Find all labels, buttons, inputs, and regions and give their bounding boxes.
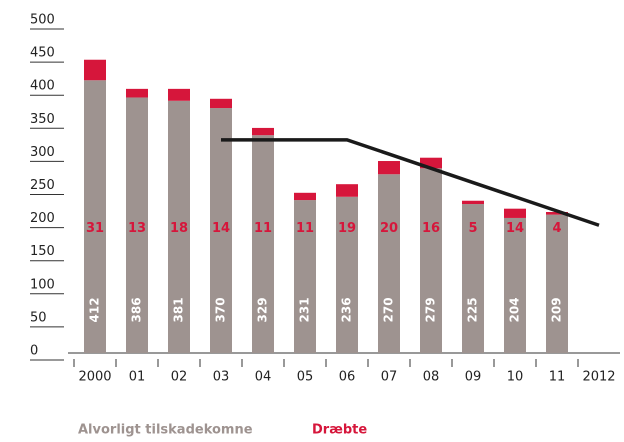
bar-segment bbox=[210, 108, 232, 353]
value-label: 209 bbox=[550, 297, 564, 322]
x-tick-label: 01 bbox=[129, 370, 146, 385]
y-tick-label: 0 bbox=[30, 344, 38, 359]
y-tick-label: 250 bbox=[30, 178, 55, 193]
bar-segment bbox=[462, 200, 484, 205]
value-label: 270 bbox=[382, 297, 396, 322]
bar-segment bbox=[126, 88, 148, 98]
x-tick-label: 09 bbox=[465, 370, 482, 385]
x-tick-label: 06 bbox=[339, 370, 356, 385]
legend-label: Alvorligt tilskadekomne bbox=[78, 423, 253, 438]
bar-segment bbox=[504, 208, 526, 218]
bar-segment bbox=[252, 127, 274, 136]
x-tick-label: 04 bbox=[255, 370, 272, 385]
bar-segment bbox=[294, 200, 316, 353]
x-tick-label: 02 bbox=[171, 370, 188, 385]
y-tick-label: 100 bbox=[30, 277, 55, 292]
value-label: 14 bbox=[212, 221, 230, 236]
value-label: 5 bbox=[468, 221, 477, 236]
y-tick-label: 450 bbox=[30, 46, 55, 61]
bar-segment bbox=[294, 192, 316, 201]
bar-segment bbox=[336, 184, 358, 197]
bar-segment bbox=[336, 196, 358, 353]
bar-segment bbox=[84, 59, 106, 81]
value-label: 329 bbox=[256, 297, 270, 322]
x-tick-label: 07 bbox=[381, 370, 398, 385]
y-tick-label: 200 bbox=[30, 211, 55, 226]
value-label: 31 bbox=[86, 221, 104, 236]
bar-segment bbox=[504, 217, 526, 353]
x-tick-label: 2000 bbox=[78, 370, 111, 385]
value-label: 386 bbox=[130, 297, 144, 322]
value-label: 13 bbox=[128, 221, 146, 236]
bar-segment bbox=[168, 88, 190, 101]
bar-segment bbox=[84, 80, 106, 354]
value-label: 279 bbox=[424, 297, 438, 322]
legend-label: Dræbte bbox=[312, 423, 367, 438]
value-label: 19 bbox=[338, 221, 356, 236]
bar-segment bbox=[546, 214, 568, 353]
value-label: 11 bbox=[296, 221, 314, 236]
bar-segment bbox=[210, 98, 232, 109]
bar-segment bbox=[126, 97, 148, 353]
bar-segment bbox=[252, 135, 274, 353]
value-label: 16 bbox=[422, 221, 440, 236]
value-label: 204 bbox=[508, 297, 522, 322]
x-tick-label: 08 bbox=[423, 370, 440, 385]
x-tick-label: 11 bbox=[549, 370, 566, 385]
value-label: 18 bbox=[170, 221, 188, 236]
bar-segment bbox=[462, 204, 484, 353]
value-label: 20 bbox=[380, 221, 398, 236]
y-tick-label: 150 bbox=[30, 244, 55, 259]
value-label: 231 bbox=[298, 297, 312, 322]
y-tick-label: 350 bbox=[30, 112, 55, 127]
value-label: 11 bbox=[254, 221, 272, 236]
bar-segment bbox=[378, 161, 400, 175]
bar-segment bbox=[378, 174, 400, 353]
value-label: 14 bbox=[506, 221, 524, 236]
bar-segment bbox=[168, 100, 190, 353]
value-label: 381 bbox=[172, 297, 186, 322]
bar-segment bbox=[420, 168, 442, 353]
y-tick-label: 400 bbox=[30, 79, 55, 94]
x-tick-label: 05 bbox=[297, 370, 314, 385]
x-tick-label: 03 bbox=[213, 370, 230, 385]
value-label: 236 bbox=[340, 297, 354, 322]
y-tick-label: 500 bbox=[30, 13, 55, 28]
bar-segment bbox=[420, 157, 442, 169]
y-tick-label: 50 bbox=[30, 310, 47, 325]
y-tick-label: 300 bbox=[30, 145, 55, 160]
x-tick-label: 2012 bbox=[582, 370, 615, 385]
bar-segment bbox=[546, 211, 568, 215]
value-label: 412 bbox=[88, 297, 102, 322]
x-tick-label: 10 bbox=[507, 370, 524, 385]
value-label: 225 bbox=[466, 297, 480, 322]
target-line bbox=[221, 138, 600, 227]
value-label: 370 bbox=[214, 297, 228, 322]
value-label: 4 bbox=[552, 221, 561, 236]
